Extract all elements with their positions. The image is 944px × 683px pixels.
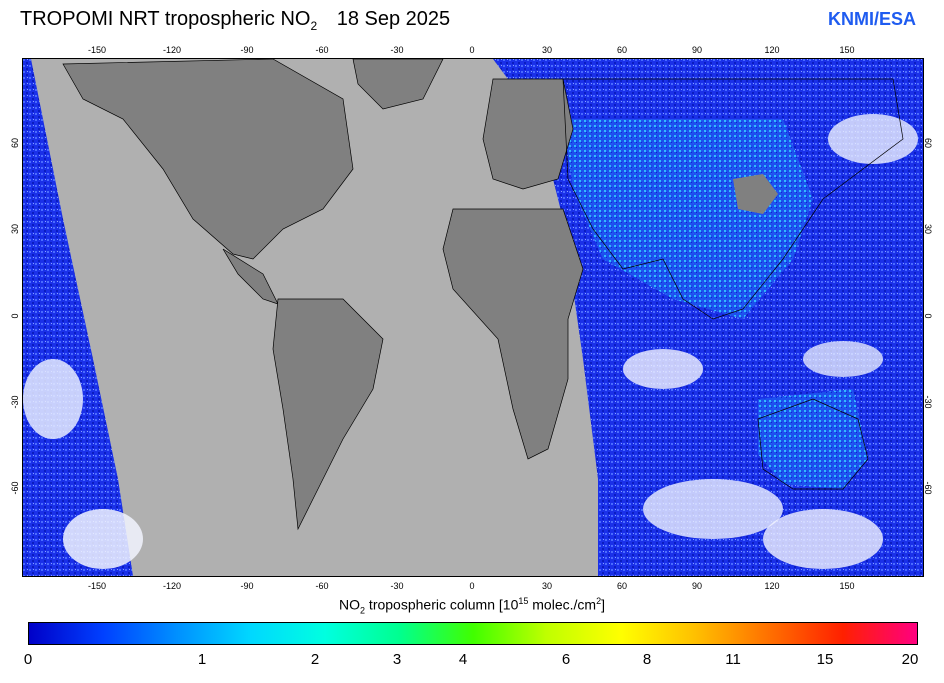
x-tick-top-120: 120 (764, 45, 780, 55)
y-tick-left--30: -30 (10, 395, 20, 409)
y-tick-left-60: 60 (10, 138, 20, 149)
x-tick-top--120: -120 (162, 45, 181, 55)
y-tick-left-30: 30 (10, 224, 20, 235)
colorbar-segment (302, 623, 370, 644)
title-subscript: 2 (310, 19, 318, 33)
colorbar-segment (29, 623, 97, 644)
greenland (352, 59, 444, 110)
colorbar (28, 622, 918, 645)
no2-map (22, 58, 924, 577)
colorbar-segment (507, 623, 575, 644)
data-swath-west (23, 59, 133, 576)
title-text: TROPOMI NRT tropospheric NO (20, 8, 311, 30)
x-tick-bottom-90: 90 (691, 581, 702, 591)
colorbar-tick-2: 2 (310, 651, 320, 668)
x-tick-top--150: -150 (87, 45, 106, 55)
central-america (222, 248, 279, 305)
colorbar-title-sup2: 2 (596, 596, 602, 606)
map-title: TROPOMI NRT tropospheric NO2 18 Sep 2025 (20, 8, 450, 33)
x-tick-bottom-30: 30 (541, 581, 552, 591)
y-tick-left-0: 0 (10, 313, 20, 319)
south-america (272, 298, 384, 531)
brand-label: KNMI/ESA (827, 9, 916, 29)
x-tick-bottom--120: -120 (162, 581, 181, 591)
colorbar-segment (371, 623, 439, 644)
asia-elevated (563, 119, 813, 319)
africa (442, 208, 584, 460)
colorbar-tick-1: 1 (197, 651, 207, 668)
x-tick-top-30: 30 (541, 45, 552, 55)
colorbar-tick-15: 15 (816, 651, 834, 668)
colorbar-title-sub: 2 (360, 605, 366, 616)
colorbar-segment (849, 623, 917, 644)
colorbar-tick-11: 11 (725, 651, 741, 668)
y-tick-right-30: 30 (923, 224, 933, 235)
x-tick-bottom--150: -150 (87, 581, 106, 591)
y-tick-right-60: 60 (923, 138, 933, 149)
colorbar-title-suffix: molec./cm (528, 596, 597, 613)
china-no-data (733, 174, 778, 214)
colorbar-tick-8: 8 (642, 651, 652, 668)
colorbar-tick-0: 0 (23, 651, 33, 668)
colorbar-segment (439, 623, 507, 644)
y-tick-right--30: -30 (923, 395, 933, 409)
colorbar-tick-3: 3 (392, 651, 402, 668)
x-tick-bottom--90: -90 (240, 581, 254, 591)
colorbar-title-middle: tropospheric column [10 (365, 596, 519, 613)
map-svg (23, 59, 923, 576)
australia-outline (757, 398, 869, 490)
colorbar-segment (234, 623, 302, 644)
colorbar-segment (576, 623, 644, 644)
colorbar-title-sup: 15 (518, 596, 529, 606)
x-tick-top-150: 150 (839, 45, 855, 55)
x-tick-bottom-60: 60 (616, 581, 627, 591)
x-tick-top--90: -90 (240, 45, 254, 55)
colorbar-tick-4: 4 (458, 651, 468, 668)
colorbar-tick-20: 20 (901, 651, 919, 668)
asia-outline (562, 78, 904, 320)
colorbar-segment (97, 623, 165, 644)
colorbar-segment (166, 623, 234, 644)
y-tick-left--60: -60 (10, 481, 20, 495)
x-tick-bottom-0: 0 (469, 581, 475, 591)
colorbar-segment (780, 623, 848, 644)
europe (482, 78, 574, 190)
x-tick-top-60: 60 (616, 45, 627, 55)
y-tick-right--60: -60 (923, 481, 933, 495)
colorbar-title: NO2 tropospheric column [1015 molec./cm2… (0, 596, 944, 615)
y-tick-right-0: 0 (923, 312, 933, 318)
x-tick-bottom--30: -30 (390, 581, 404, 591)
x-tick-bottom--60: -60 (315, 581, 329, 591)
x-tick-bottom-150: 150 (839, 581, 855, 591)
colorbar-segment (644, 623, 712, 644)
title-date: 18 Sep 2025 (336, 8, 451, 30)
north-america (62, 59, 354, 260)
australia-elevated (758, 389, 868, 489)
colorbar-tick-6: 6 (561, 651, 571, 668)
colorbar-segment (712, 623, 780, 644)
x-tick-top--60: -60 (315, 45, 329, 55)
x-tick-top-90: 90 (691, 45, 702, 55)
colorbar-title-end: ] (601, 596, 605, 613)
x-tick-bottom-120: 120 (764, 581, 780, 591)
colorbar-title-prefix: NO (339, 596, 361, 613)
x-tick-top-0: 0 (469, 45, 475, 55)
x-tick-top--30: -30 (390, 45, 404, 55)
